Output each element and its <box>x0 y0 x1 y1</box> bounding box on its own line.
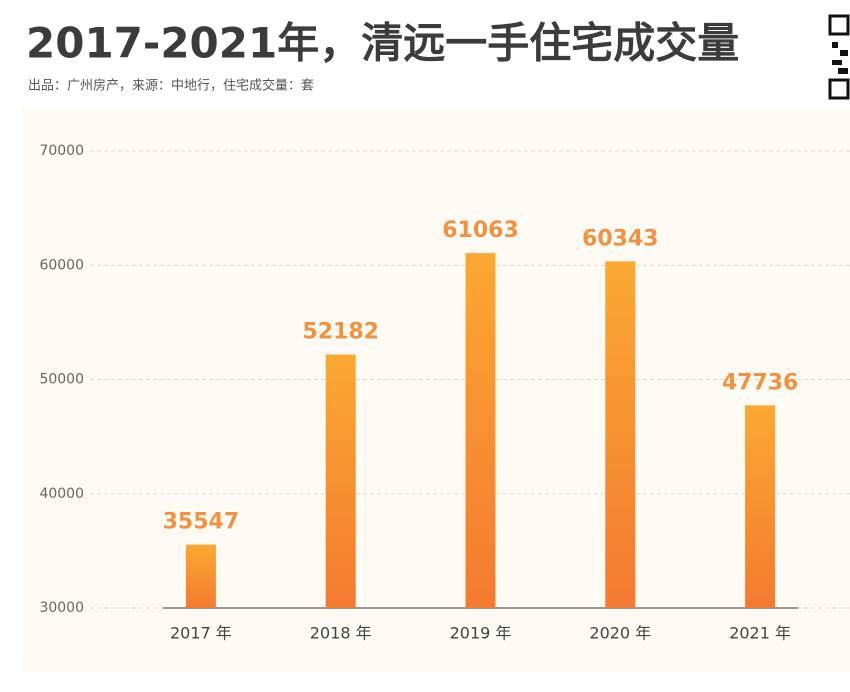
chart-title: 2017-2021年，清远一手住宅成交量 <box>26 19 739 68</box>
y-tick-label: 50000 <box>39 372 84 388</box>
x-tick-label: 2020 年 <box>589 624 651 643</box>
x-tick-label: 2021 年 <box>729 624 791 643</box>
y-tick-label: 30000 <box>39 600 84 616</box>
value-label: 35547 <box>163 510 240 535</box>
x-tick-label: 2018 年 <box>310 624 372 643</box>
x-tick-label: 2019 年 <box>450 624 512 643</box>
qr-code <box>828 14 850 102</box>
value-label: 47736 <box>722 370 799 395</box>
bar <box>605 261 636 608</box>
bar <box>185 544 216 608</box>
value-label: 52182 <box>302 320 379 345</box>
value-label: 60343 <box>582 226 659 251</box>
plot-panel <box>22 108 850 672</box>
bar <box>745 405 776 608</box>
x-tick-label: 2017 年 <box>170 624 232 643</box>
y-tick-label: 70000 <box>39 143 84 159</box>
y-tick-label: 40000 <box>39 486 84 502</box>
value-label: 61063 <box>442 218 519 243</box>
y-tick-label: 60000 <box>39 257 84 273</box>
chart-subtitle: 出品：广州房产，来源：中地行，住宅成交量：套 <box>28 78 314 94</box>
bar <box>325 354 356 608</box>
bar <box>465 253 496 608</box>
